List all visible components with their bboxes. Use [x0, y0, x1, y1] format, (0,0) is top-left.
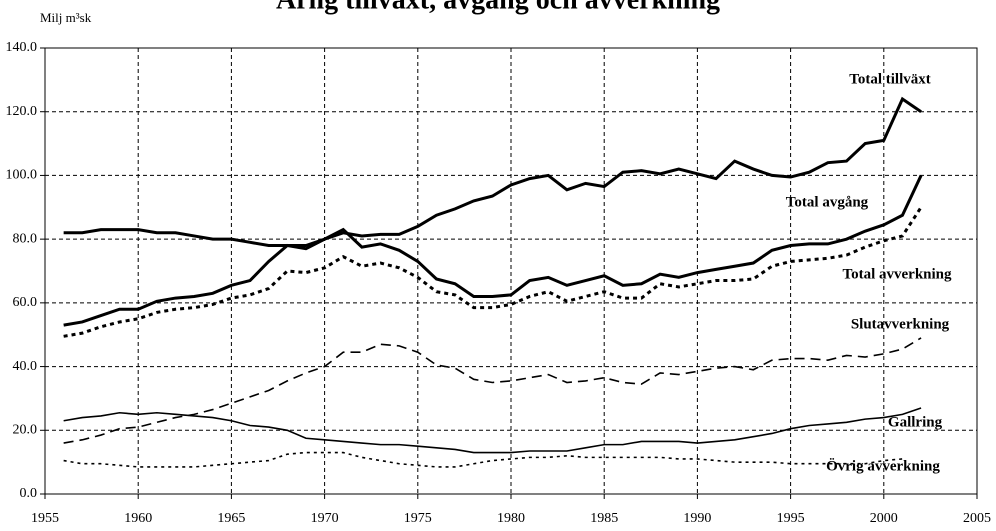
- x-tick-label: 1985: [590, 511, 618, 526]
- x-tick-label: 1975: [404, 511, 432, 526]
- plot-border: [44, 47, 978, 495]
- x-tick-label: 1960: [124, 511, 152, 526]
- x-tick-label: 2005: [963, 511, 991, 526]
- y-tick-label: 60.0: [13, 295, 38, 310]
- y-tick-label: 80.0: [13, 231, 38, 246]
- x-tick-label: 2000: [870, 511, 898, 526]
- y-tick-label: 20.0: [13, 423, 38, 438]
- series-label: Total tillväxt: [849, 71, 931, 87]
- x-tick-label: 1970: [311, 511, 339, 526]
- y-tick-label: 120.0: [6, 104, 38, 119]
- series-line: [63, 337, 922, 444]
- series-label: Total avverkning: [842, 266, 952, 282]
- x-tick-label: 1995: [777, 511, 805, 526]
- series-label: Övrig avverkning: [826, 457, 940, 474]
- series-label: Total avgång: [786, 194, 869, 210]
- chart-title: Årlig tillväxt, avgång och avverkning: [276, 0, 720, 15]
- x-tick-label: 1990: [683, 511, 711, 526]
- y-tick-label: 0.0: [20, 486, 38, 501]
- series-label: Gallring: [888, 414, 943, 430]
- x-tick-label: 1980: [497, 511, 525, 526]
- series-line: [63, 206, 923, 338]
- y-tick-label: 140.0: [6, 40, 38, 55]
- series-line: [63, 174, 923, 327]
- series-label: Slutavverkning: [851, 316, 950, 332]
- y-tick-label: 40.0: [13, 359, 38, 374]
- series-line: [63, 96, 922, 248]
- y-tick-label: 100.0: [6, 168, 38, 183]
- y-axis-label: Milj m³sk: [40, 10, 92, 25]
- series-line: [63, 407, 922, 454]
- x-tick-label: 1965: [217, 511, 245, 526]
- series-line: [63, 451, 903, 468]
- x-tick-label: 1955: [31, 511, 59, 526]
